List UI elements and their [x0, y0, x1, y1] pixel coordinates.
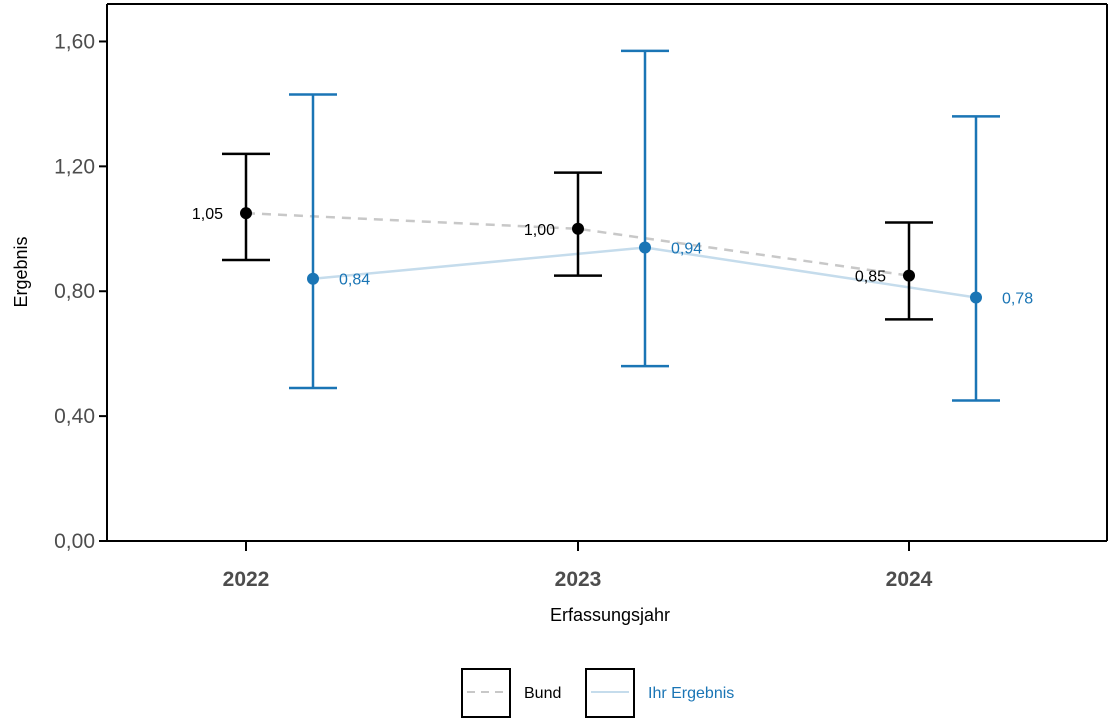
axes — [106, 3, 1108, 542]
y-axis-title: Ergebnis — [11, 236, 31, 307]
data-point-bund — [903, 269, 915, 282]
data-point-ihr-ergebnis — [639, 241, 651, 254]
y-tick-label: 1,20 — [54, 155, 95, 178]
data-point-bund — [572, 222, 584, 235]
data-label-bund: 0,85 — [855, 269, 886, 286]
data-label-bund: 1,00 — [524, 222, 555, 239]
data-points — [240, 207, 982, 304]
y-tick-label: 0,80 — [54, 280, 95, 303]
error-bars — [222, 49, 1000, 402]
x-ticks: 2022 2023 2024 — [223, 541, 933, 591]
y-tick-label: 0,40 — [54, 405, 95, 428]
y-ticks: 0,00 0,40 0,80 1,20 1,60 — [54, 30, 107, 553]
x-tick-label: 2023 — [555, 568, 602, 591]
x-axis-title: Erfassungsjahr — [550, 605, 670, 625]
data-label-ihr-ergebnis: 0,94 — [671, 241, 702, 258]
data-label-ihr-ergebnis: 0,78 — [1002, 290, 1033, 307]
y-tick-label: 1,60 — [54, 30, 95, 53]
data-label-bund: 1,05 — [192, 206, 223, 223]
legend-label-ihr-ergebnis: Ihr Ergebnis — [648, 685, 734, 702]
data-label-ihr-ergebnis: 0,84 — [339, 272, 370, 289]
legend: Bund Ihr Ergebnis — [461, 668, 734, 718]
legend-label-bund: Bund — [524, 685, 561, 702]
data-point-ihr-ergebnis — [970, 291, 982, 304]
y-tick-label: 0,00 — [54, 530, 95, 553]
x-tick-label: 2024 — [886, 568, 933, 591]
x-tick-label: 2022 — [223, 568, 270, 591]
data-point-ihr-ergebnis — [307, 272, 319, 285]
data-point-bund — [240, 207, 252, 220]
data-labels: 1,05 1,00 0,85 0,84 0,94 0,78 — [192, 206, 1033, 307]
